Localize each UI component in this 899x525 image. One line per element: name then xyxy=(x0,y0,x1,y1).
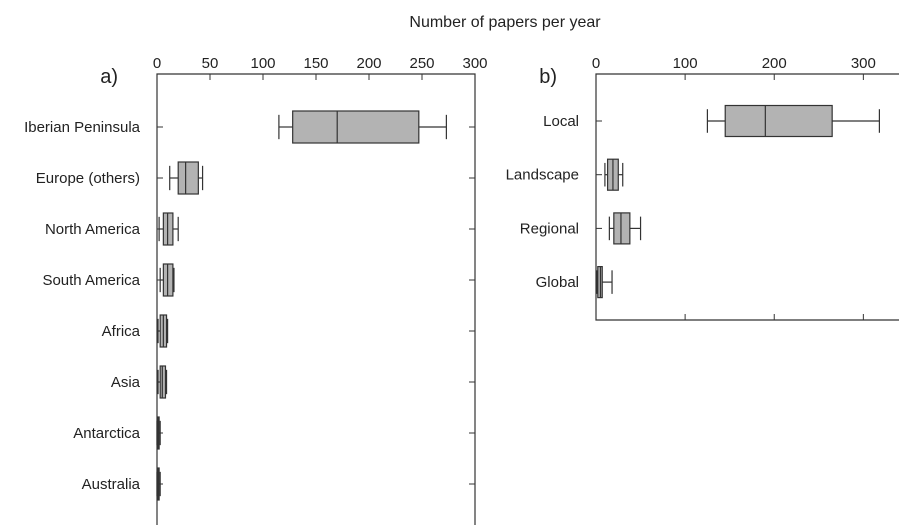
box-plot xyxy=(159,263,175,297)
box-iqr xyxy=(292,110,420,144)
box-plot xyxy=(278,110,447,144)
category-label: South America xyxy=(42,272,140,289)
box-iqr xyxy=(613,212,631,245)
category-label: Australia xyxy=(82,476,141,493)
panel-b-label: b) xyxy=(539,66,557,88)
x-tick-label: 100 xyxy=(673,55,698,72)
box-plot xyxy=(604,158,624,191)
panel-b: b) 0 100 200 300 Local Landscape Regional Globa… xyxy=(506,55,899,321)
x-tick-label: 0 xyxy=(153,55,161,72)
box-plot xyxy=(158,212,179,246)
category-label: Landscape xyxy=(506,167,579,184)
category-label: Antarctica xyxy=(73,425,140,442)
x-tick-label: 200 xyxy=(356,55,381,72)
box-plot xyxy=(169,161,204,195)
box-plot xyxy=(596,266,613,299)
x-tick-label: 200 xyxy=(762,55,787,72)
x-tick-label: 0 xyxy=(592,55,600,72)
figure-title: Number of papers per year xyxy=(409,14,601,31)
x-tick-label: 300 xyxy=(851,55,876,72)
category-label: Asia xyxy=(111,374,141,391)
category-label: Europe (others) xyxy=(36,170,140,187)
x-tick-label: 300 xyxy=(462,55,487,72)
box-plot xyxy=(706,104,880,138)
category-label: Iberian Peninsula xyxy=(24,119,141,136)
box-plot xyxy=(157,314,169,348)
box-iqr xyxy=(177,161,199,195)
category-label: Local xyxy=(543,113,579,130)
category-label: Africa xyxy=(102,323,141,340)
box-plot xyxy=(156,416,161,450)
box-plot xyxy=(157,365,168,399)
box-iqr xyxy=(724,104,833,138)
x-tick-label: 100 xyxy=(250,55,275,72)
category-label: Global xyxy=(536,274,579,291)
box-plot xyxy=(608,212,642,245)
category-label: Regional xyxy=(520,220,579,237)
plot-frame xyxy=(595,73,899,321)
x-tick-label: 250 xyxy=(409,55,434,72)
panel-a-label: a) xyxy=(100,66,118,88)
x-tick-label: 50 xyxy=(202,55,219,72)
x-tick-label: 150 xyxy=(303,55,328,72)
panel-a: a) 0 50 100 150 200 250 300 Iberian Peninsula Eu… xyxy=(24,55,488,525)
box-plot xyxy=(156,467,161,501)
category-label: North America xyxy=(45,221,141,238)
